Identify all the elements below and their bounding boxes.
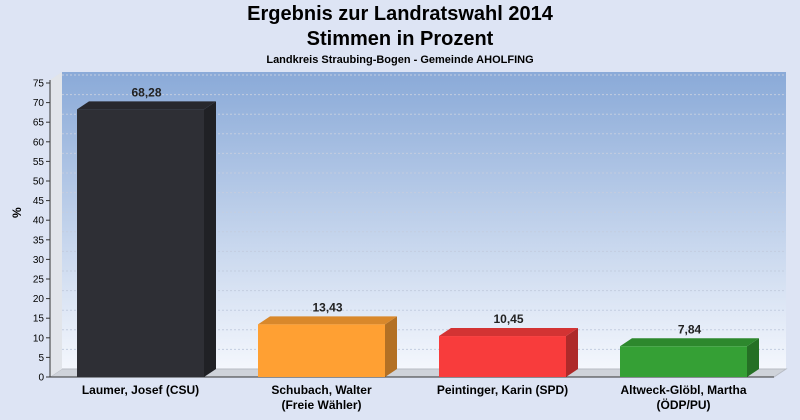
x-category-label: Altweck-Glöbl, Martha	[620, 383, 746, 397]
x-category-label: (Freie Wähler)	[281, 398, 361, 412]
y-tick-label: 10	[33, 333, 45, 344]
y-tick-label: 35	[33, 235, 45, 246]
chart-title: Ergebnis zur Landratswahl 2014	[247, 3, 553, 25]
bar-side	[747, 338, 759, 377]
y-tick-label: 50	[33, 177, 45, 188]
chart-subtitle: Stimmen in Prozent	[306, 28, 494, 50]
bar-value-label: 68,28	[131, 85, 161, 99]
bar	[620, 346, 747, 377]
bar-side	[566, 328, 578, 377]
bar-side	[385, 316, 397, 377]
bar-value-label: 7,84	[678, 322, 702, 336]
y-tick-label: 25	[33, 275, 45, 286]
y-tick-label: 0	[38, 373, 44, 384]
bar	[439, 336, 566, 377]
bar	[258, 324, 385, 377]
y-tick-label: 45	[33, 196, 45, 207]
y-tick-label: 75	[33, 79, 45, 90]
bar-top	[258, 316, 397, 325]
y-tick-label: 15	[33, 314, 45, 325]
y-tick-label: 55	[33, 157, 45, 168]
x-category-label: Laumer, Josef (CSU)	[82, 383, 199, 397]
bar-value-label: 10,45	[493, 312, 523, 326]
y-tick-label: 60	[33, 137, 45, 148]
y-tick-label: 40	[33, 216, 45, 227]
bar	[77, 109, 204, 377]
bar-top	[620, 338, 759, 347]
y-tick-label: 70	[33, 98, 45, 109]
x-category-label: (ÖDP/PU)	[657, 397, 711, 412]
chart-caption: Landkreis Straubing-Bogen - Gemeinde AHO…	[266, 54, 534, 66]
x-category-label: Schubach, Walter	[271, 383, 372, 397]
bar-top	[439, 328, 578, 337]
bar-value-label: 13,43	[312, 300, 342, 314]
y-tick-label: 5	[38, 353, 44, 364]
bar-side	[204, 101, 216, 377]
y-tick-label: 20	[33, 294, 45, 305]
y-tick-label: 65	[33, 118, 45, 129]
plot-left-wall	[50, 72, 62, 377]
x-category-label: Peintinger, Karin (SPD)	[437, 383, 568, 397]
y-tick-label: 30	[33, 255, 45, 266]
bar-top	[77, 101, 216, 110]
